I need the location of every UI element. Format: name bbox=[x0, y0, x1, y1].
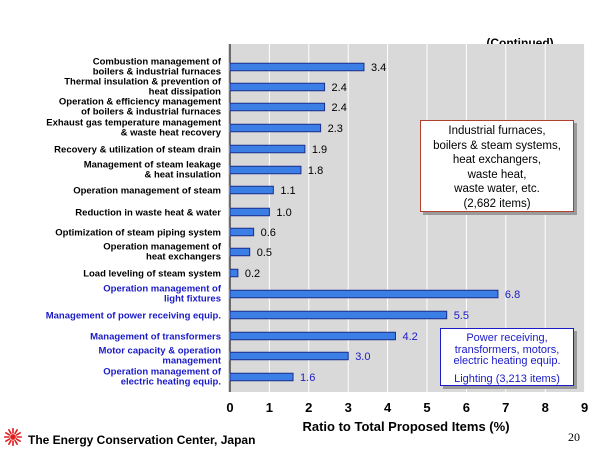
category-label: boilers & industrial furnaces bbox=[93, 67, 221, 78]
industrial-line: boilers & steam systems, bbox=[433, 139, 561, 152]
category-label: of boilers & industrial furnaces bbox=[81, 107, 221, 118]
x-tick-label: 8 bbox=[542, 400, 549, 415]
electrical-line: transformers, motors, bbox=[454, 343, 560, 356]
category-label: Operation & efficiency management bbox=[59, 97, 222, 108]
value-labels: 3.4 2.4 2.4 2.31.9 1.8 1.1 1.00.6 0.5 0.2 6.8 5.5 4… bbox=[245, 62, 520, 384]
bar bbox=[229, 289, 499, 299]
bar bbox=[229, 102, 326, 112]
electrical-annotation-box: Power receiving, transformers, motors, e… bbox=[440, 328, 574, 386]
category-label: Combustion management of bbox=[93, 57, 222, 68]
category-label: Thermal insulation & prevention of bbox=[64, 77, 222, 88]
industrial-line: heat exchangers, bbox=[452, 154, 542, 167]
value-label: 2.4 bbox=[332, 102, 347, 114]
industrial-line: waste heat, bbox=[467, 168, 527, 181]
category-label: Management of steam leakage bbox=[84, 160, 221, 171]
value-label: 3.0 bbox=[355, 351, 370, 363]
bar bbox=[229, 165, 302, 175]
bar bbox=[229, 62, 365, 72]
category-label: & heat insulation bbox=[144, 170, 221, 181]
value-label: 1.9 bbox=[312, 144, 327, 156]
value-label: 2.3 bbox=[328, 123, 343, 135]
industrial-annotation-box: Industrial furnaces, boilers & steam sys… bbox=[420, 120, 574, 212]
value-label: 1.1 bbox=[280, 185, 295, 197]
value-label: 3.4 bbox=[371, 62, 386, 74]
category-label: Optimization of steam piping system bbox=[55, 228, 221, 239]
bar bbox=[229, 144, 306, 154]
category-label: Management of power receiving equip. bbox=[46, 311, 221, 322]
bar bbox=[229, 82, 326, 92]
value-label: 0.6 bbox=[261, 227, 276, 239]
category-label: Operation management of bbox=[103, 284, 222, 295]
x-tick-label: 4 bbox=[384, 400, 392, 415]
x-tick-label: 0 bbox=[226, 400, 233, 415]
x-tick-label: 9 bbox=[581, 400, 588, 415]
electrical-line: electric heating equip. bbox=[453, 355, 561, 368]
category-label: Operation management of steam bbox=[73, 186, 221, 197]
bar bbox=[229, 331, 396, 341]
value-label: 1.8 bbox=[308, 165, 323, 177]
x-tick-label: 7 bbox=[502, 400, 509, 415]
value-label: 4.2 bbox=[402, 331, 417, 343]
category-label: heat exchangers bbox=[146, 252, 221, 263]
category-label: Operation management of bbox=[103, 367, 222, 378]
bar bbox=[229, 123, 322, 133]
value-label: 0.2 bbox=[245, 268, 260, 280]
x-tick-label: 5 bbox=[423, 400, 430, 415]
value-label: 2.4 bbox=[332, 82, 347, 94]
value-label: 6.8 bbox=[505, 289, 520, 301]
x-tick-labels: 0 1 2 3 4 5 6 7 8 9 bbox=[226, 400, 588, 415]
category-label: light fixtures bbox=[164, 294, 221, 305]
bar bbox=[229, 268, 239, 278]
industrial-line: Industrial furnaces, bbox=[448, 125, 546, 137]
category-label: Management of transformers bbox=[90, 332, 221, 343]
value-label: 0.5 bbox=[257, 247, 272, 259]
bar bbox=[229, 185, 274, 195]
value-label: 5.5 bbox=[454, 310, 469, 322]
x-tick-label: 1 bbox=[266, 400, 273, 415]
industrial-line: waste water, etc. bbox=[454, 183, 540, 196]
lighting-line: Lighting (3,213 items) bbox=[454, 372, 560, 385]
category-label: Reduction in waste heat & water bbox=[75, 208, 221, 219]
eccj-sunburst-logo-icon bbox=[4, 428, 22, 446]
bars bbox=[229, 62, 499, 382]
bar bbox=[229, 351, 349, 361]
value-label: 1.0 bbox=[276, 207, 291, 219]
value-label: 1.6 bbox=[300, 372, 315, 384]
category-label: Operation management of bbox=[103, 242, 222, 253]
bar bbox=[229, 207, 270, 217]
x-tick-label: 6 bbox=[463, 400, 470, 415]
category-label: Recovery & utilization of steam drain bbox=[54, 145, 221, 156]
x-axis-title: Ratio to Total Proposed Items (%) bbox=[302, 419, 509, 434]
bar bbox=[229, 247, 251, 257]
category-label: Motor capacity & operation bbox=[99, 346, 222, 357]
category-label: management bbox=[162, 356, 221, 367]
x-tick-label: 2 bbox=[305, 400, 312, 415]
category-label: & waste heat recovery bbox=[121, 128, 222, 139]
bar bbox=[229, 310, 448, 320]
industrial-line: (2,682 items) bbox=[463, 197, 531, 210]
x-tick-label: 3 bbox=[345, 400, 352, 415]
category-label: electric heating equip. bbox=[121, 377, 221, 388]
electrical-line: Power receiving, bbox=[466, 332, 548, 344]
footer-organization: The Energy Conservation Center, Japan bbox=[28, 433, 256, 447]
page-number: 20 bbox=[568, 430, 580, 444]
category-label: heat dissipation bbox=[149, 87, 222, 98]
category-label: Load leveling of steam system bbox=[83, 269, 221, 280]
bar bbox=[229, 372, 294, 382]
bar bbox=[229, 227, 255, 237]
category-label: Exhaust gas temperature management bbox=[46, 118, 222, 129]
